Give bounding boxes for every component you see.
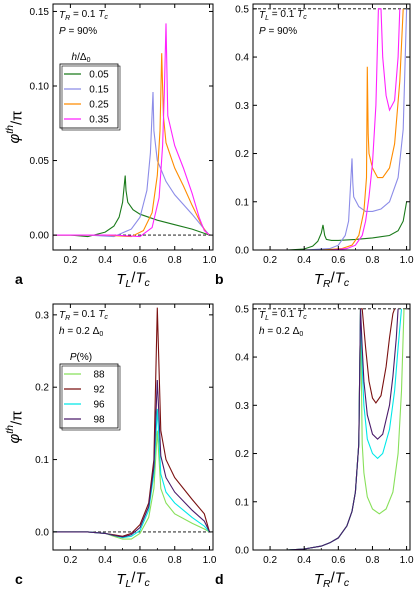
y-tick-label: 0.5 [235, 4, 249, 15]
series-line-d-92 [253, 308, 396, 550]
series-line-b-0.25 [253, 8, 404, 250]
legend-entry-label: 92 [93, 385, 105, 396]
x-tick-label: 0.2 [263, 255, 277, 266]
plot-frame [252, 3, 411, 251]
series-line-a-0.25 [53, 53, 210, 238]
annotation-text: TL​ = 0.1 Tc​ [259, 309, 307, 322]
annotation-text: h = 0.2 Δ0​ [259, 326, 303, 338]
y-tick-label: 0.1 [35, 455, 49, 466]
y-tick-label: 0.3 [235, 401, 249, 412]
x-axis-label: TL​/Tc​ [116, 270, 150, 291]
legend: P(%)88 92 96 98 [59, 352, 121, 431]
y-tick-label: 0.00 [30, 231, 50, 242]
x-axis-label: TR​/Tc​ [314, 570, 350, 591]
x-tick-label: 0.4 [98, 255, 112, 266]
annotation-text: P = 90% [259, 26, 297, 37]
y-tick-label: 0.4 [235, 353, 249, 364]
legend-entry-label: 96 [93, 400, 105, 411]
panel-b: 0.2 0.4 0.6 0.8 1.0 0.0 0.1 0.2 0.3 0.4 0.5 TR​/Tc​… [215, 3, 414, 291]
x-tick-label: 1.0 [203, 555, 217, 566]
x-tick-label: 0.6 [133, 555, 147, 566]
legend-entry-label: 0.35 [89, 115, 109, 126]
legend-entry-label: 88 [93, 370, 105, 381]
annotation-text: h = 0.2 Δ0​ [59, 326, 103, 338]
series-line-d-98 [253, 308, 399, 550]
y-tick-label: 0.05 [30, 156, 50, 167]
legend-title: P(%) [70, 352, 92, 363]
y-tick-label: 0.5 [235, 304, 249, 315]
y-tick-label: 0.1 [235, 197, 249, 208]
y-tick-label: 0.0 [235, 546, 249, 557]
x-tick-label: 0.8 [168, 255, 182, 266]
legend-box [59, 363, 119, 429]
x-tick-label: 0.4 [98, 555, 112, 566]
panel-d: 0.2 0.4 0.6 0.8 1.0 0.0 0.1 0.2 0.3 0.4 0.5 TR​/Tc​… [215, 303, 414, 591]
series-line-a-0.35 [53, 23, 210, 238]
legend: h/Δ0​ 0.05 0.15 0.25 0.35 [59, 52, 121, 131]
x-tick-label: 0.6 [331, 255, 345, 266]
y-tick-label: 0.15 [30, 7, 50, 18]
y-tick-label: 0.10 [30, 82, 50, 93]
panel-letter: d [215, 571, 224, 587]
x-tick-label: 0.6 [331, 555, 345, 566]
y-tick-label: 0.2 [35, 383, 49, 394]
x-tick-label: 0.4 [297, 255, 311, 266]
x-tick-label: 0.2 [63, 555, 77, 566]
series-line-b-0.15 [253, 8, 408, 250]
legend-box-shadow [61, 365, 121, 431]
panel-letter: b [215, 271, 224, 287]
series-line-b-0.05 [253, 201, 408, 250]
x-tick-label: 0.2 [263, 555, 277, 566]
series-line-a-0.05 [53, 175, 210, 238]
series-line-c-88 [53, 430, 210, 540]
y-tick-label: 0.2 [235, 449, 249, 460]
y-tick-label: 0.0 [235, 246, 249, 257]
y-axis-label: φth​/π [4, 110, 25, 143]
annotation-text: TR​ = 0.1 Tc​ [59, 309, 108, 322]
y-tick-label: 0.2 [235, 149, 249, 160]
panel-letter: a [15, 271, 23, 287]
annotation-text: TR​ = 0.1 Tc​ [59, 9, 108, 22]
legend-box-shadow [61, 65, 121, 131]
panel-letter: c [15, 571, 23, 587]
x-axis-label: TL​/Tc​ [116, 570, 150, 591]
panel-c: 0.2 0.4 0.6 0.8 1.0 0.0 0.1 0.2 0.3 TL​/Tc​ φth​/π… [4, 303, 217, 591]
legend-entry-label: 0.05 [89, 70, 109, 81]
legend-title: h/Δ0​ [72, 52, 91, 64]
x-tick-label: 1.0 [400, 555, 414, 566]
x-tick-label: 0.6 [133, 255, 147, 266]
series-line-d-88 [253, 308, 405, 550]
series-line-a-0.15 [53, 91, 210, 238]
x-tick-label: 0.8 [366, 555, 380, 566]
x-tick-label: 1.0 [203, 255, 217, 266]
x-axis-label: TR​/Tc​ [314, 270, 350, 291]
y-tick-label: 0.0 [35, 527, 49, 538]
y-axis-label: φth​/π [4, 410, 25, 443]
annotation-text: TL​ = 0.1 Tc​ [259, 9, 307, 22]
legend-entry-label: 98 [93, 415, 105, 426]
x-tick-label: 1.0 [400, 255, 414, 266]
legend-box [59, 63, 119, 129]
plot-frame [52, 3, 214, 251]
annotation-text: P = 90% [59, 26, 97, 37]
x-tick-label: 0.8 [168, 555, 182, 566]
y-tick-label: 0.4 [235, 53, 249, 64]
x-tick-label: 0.4 [297, 555, 311, 566]
plot-frame [252, 303, 411, 551]
x-tick-label: 0.8 [366, 255, 380, 266]
legend-entry-label: 0.25 [89, 100, 109, 111]
series-line-b-0.35 [253, 8, 401, 250]
panel-a: 0.2 0.4 0.6 0.8 1.0 0.00 0.05 0.10 0.15 TL​/Tc​ φt… [4, 3, 217, 291]
y-tick-label: 0.3 [235, 101, 249, 112]
x-tick-label: 0.2 [63, 255, 77, 266]
legend-entry-label: 0.15 [89, 85, 109, 96]
y-tick-label: 0.1 [235, 497, 249, 508]
plot-frame [52, 303, 214, 551]
series-line-c-98 [53, 379, 210, 538]
y-tick-label: 0.3 [35, 310, 49, 321]
